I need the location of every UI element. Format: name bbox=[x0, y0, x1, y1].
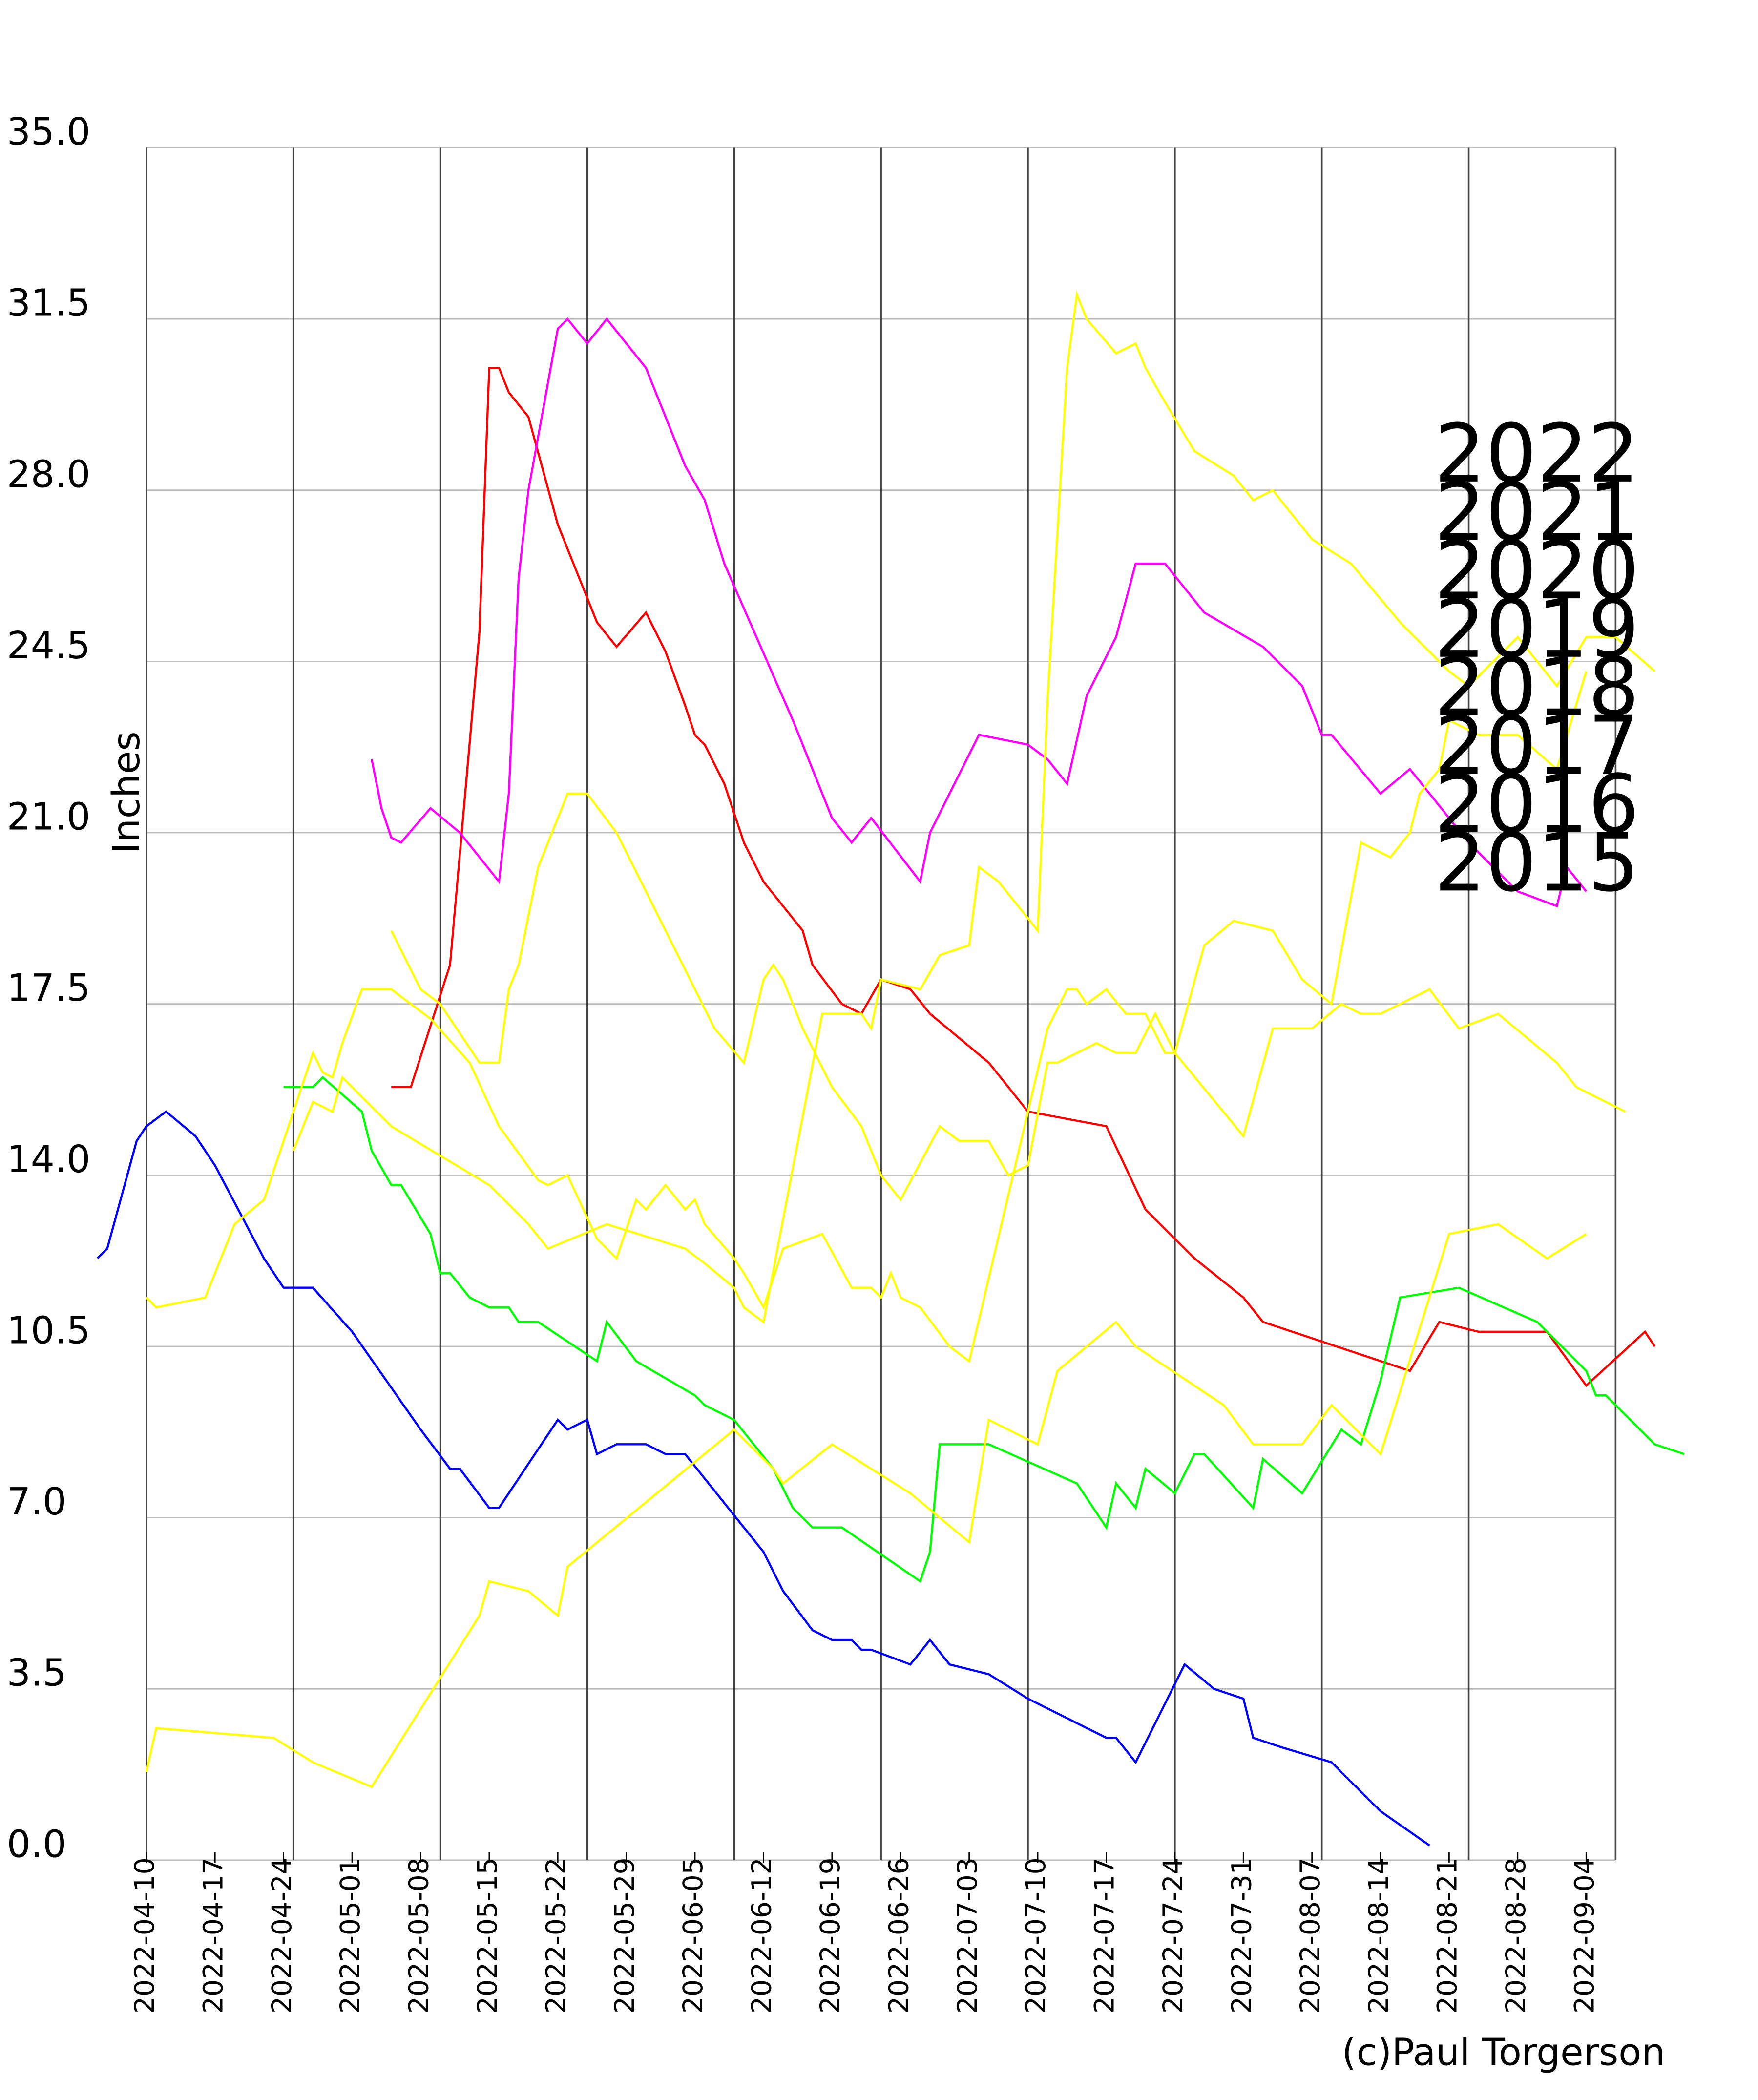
legend-entry: 2021 bbox=[1434, 465, 1639, 559]
legend-entry: 2022 bbox=[1434, 407, 1639, 501]
legend-entry: 2017 bbox=[1434, 699, 1639, 793]
x-tick-label: 2022-05-15 bbox=[472, 1857, 503, 2014]
x-tick-label: 2022-07-10 bbox=[1020, 1857, 1051, 2014]
x-tick-label: 2022-08-14 bbox=[1363, 1857, 1394, 2014]
series-line bbox=[292, 290, 1656, 1324]
x-tick-label: 2022-04-24 bbox=[266, 1857, 297, 2014]
y-tick-label: 14.0 bbox=[7, 1138, 90, 1181]
x-tick-label: 2022-07-31 bbox=[1226, 1857, 1257, 2014]
y-tick-label: 17.5 bbox=[7, 966, 90, 1010]
x-tick-label: 2022-05-08 bbox=[403, 1857, 435, 2014]
legend-entry: 2018 bbox=[1434, 640, 1639, 734]
x-tick-label: 2022-08-28 bbox=[1500, 1857, 1531, 2014]
y-tick-label: 35.0 bbox=[7, 110, 90, 154]
y-tick-label: 7.0 bbox=[7, 1480, 66, 1524]
x-tick-label: 2022-05-01 bbox=[335, 1857, 366, 2014]
legend-entry: 2016 bbox=[1434, 757, 1639, 851]
y-tick-label: 24.5 bbox=[7, 624, 90, 668]
series-line bbox=[283, 1075, 1685, 1583]
y-tick-label: 31.5 bbox=[7, 282, 90, 325]
y-tick-label: 0.0 bbox=[7, 1823, 66, 1866]
credit: (c)Paul Torgerson bbox=[1342, 2031, 1666, 2075]
y-tick-label: 28.0 bbox=[7, 453, 90, 496]
x-tick-label: 2022-07-17 bbox=[1089, 1857, 1120, 2014]
series-line bbox=[371, 317, 1587, 908]
x-tick-label: 2022-05-29 bbox=[609, 1857, 640, 2014]
x-tick-label: 2022-06-26 bbox=[883, 1857, 914, 2014]
y-axis-label: Inches bbox=[105, 731, 148, 853]
x-tick-label: 2022-04-17 bbox=[197, 1857, 229, 2014]
legend-entry: 2015 bbox=[1434, 816, 1639, 909]
legend-entry: 2020 bbox=[1434, 524, 1639, 617]
x-tick-label: 2022-07-24 bbox=[1157, 1857, 1189, 2014]
x-tick-label: 2022-06-05 bbox=[677, 1857, 709, 2014]
x-tick-label: 2022-05-22 bbox=[540, 1857, 571, 2014]
series-line bbox=[96, 1110, 1430, 1847]
x-tick-label: 2022-06-12 bbox=[746, 1857, 777, 2014]
series-line bbox=[146, 987, 1626, 1363]
series-line bbox=[145, 1223, 1587, 1788]
x-tick-label: 2022-09-04 bbox=[1569, 1857, 1600, 2014]
y-tick-label: 10.5 bbox=[7, 1309, 90, 1352]
x-tick-label: 2022-07-03 bbox=[952, 1857, 983, 2014]
series-line bbox=[390, 671, 1588, 1202]
y-tick-label: 21.0 bbox=[7, 796, 90, 839]
x-tick-label: 2022-06-19 bbox=[815, 1857, 846, 2014]
x-tick-label: 2022-08-07 bbox=[1295, 1857, 1326, 2014]
legend-entry: 2019 bbox=[1434, 582, 1639, 676]
y-tick-label: 3.5 bbox=[7, 1652, 66, 1695]
x-tick-label: 2022-04-10 bbox=[129, 1857, 160, 2014]
x-tick-label: 2022-08-21 bbox=[1432, 1857, 1463, 2014]
series-line bbox=[391, 367, 1656, 1387]
